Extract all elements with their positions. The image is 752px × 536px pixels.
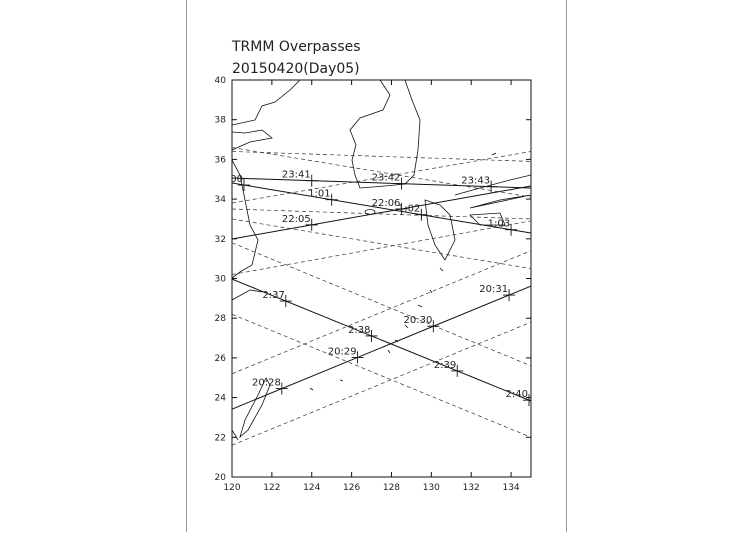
pass-marker: [275, 382, 288, 395]
x-tick-label: 132: [463, 483, 480, 493]
x-tick-label: 130: [423, 483, 440, 493]
swath-edge: [232, 147, 531, 198]
y-tick-label: 32: [215, 235, 226, 245]
pass-label: 2:37: [262, 290, 284, 301]
shikoku: [469, 212, 506, 226]
track: [232, 177, 531, 189]
pass-marker: [523, 394, 531, 407]
pass-label: 2:39: [434, 360, 456, 371]
map-title: TRMM Overpasses: [231, 39, 361, 55]
pass-marker: [395, 177, 408, 190]
china-coast-south: [232, 159, 263, 441]
x-tick-label: 124: [303, 483, 320, 493]
pass-marker: [365, 329, 378, 342]
track: [232, 278, 531, 402]
kyushu: [424, 199, 456, 261]
pass-label: 2:40: [506, 389, 528, 400]
pass-label: 1:02: [398, 204, 420, 215]
pass-label: 22:05: [282, 214, 311, 225]
y-tick-label: 28: [215, 314, 227, 324]
pass-marker: [351, 351, 364, 364]
x-tick-label: 120: [223, 483, 240, 493]
swath-edge: [232, 208, 531, 220]
swath-edge: [232, 151, 531, 162]
pass-label: 20:28: [252, 378, 281, 389]
shandong-coast: [232, 129, 273, 151]
y-tick-label: 26: [215, 354, 227, 364]
pass-label: 1:01: [308, 189, 330, 200]
pass-marker: [237, 179, 250, 192]
y-tick-label: 40: [215, 76, 227, 86]
pass-label: 23:42: [372, 173, 401, 184]
y-tick-label: 22: [215, 433, 226, 443]
x-tick-label: 134: [502, 483, 519, 493]
map-subtitle: 20150420(Day05): [232, 61, 360, 77]
pass-label: 2:38: [348, 325, 370, 336]
swath-edge: [232, 321, 531, 446]
pass-marker: [305, 218, 318, 231]
y-tick-label: 24: [215, 394, 227, 404]
track: [232, 185, 531, 240]
pass-marker: [427, 320, 440, 333]
swath-edge: [232, 151, 531, 204]
swath-edge: [232, 313, 531, 438]
pass-marker: [415, 208, 428, 221]
swath-edge: [232, 218, 531, 269]
pass-label: 20:30: [403, 315, 432, 326]
y-tick-label: 20: [215, 473, 227, 483]
y-tick-label: 36: [215, 155, 227, 165]
x-tick-label: 128: [383, 483, 400, 493]
pass-label: 20:31: [479, 284, 508, 295]
pass-marker: [503, 289, 516, 302]
pass-marker: [395, 202, 408, 215]
pass-marker: [325, 193, 338, 206]
pass-marker: [279, 295, 292, 308]
x-tick-label: 126: [343, 483, 360, 493]
swath-edge: [232, 220, 531, 275]
y-tick-label: 30: [215, 275, 227, 285]
honshu: [454, 174, 531, 209]
pass-label: 00: [230, 174, 243, 185]
track: [232, 182, 531, 234]
x-tick-label: 122: [263, 483, 280, 493]
tracks: 23:41 23:42 23:43 22:05 22:06 00 1:01 1:02 1:03 2…: [230, 147, 531, 446]
y-tick-label: 34: [215, 195, 227, 205]
pass-label: 23:41: [282, 170, 311, 181]
pass-marker: [305, 174, 318, 187]
swath-edge: [232, 242, 531, 367]
china-coast-north: [232, 80, 301, 126]
pass-label: 23:43: [461, 176, 490, 187]
pass-marker: [451, 364, 464, 377]
pass-label: 20:29: [328, 346, 357, 357]
pass-label: 1:03: [488, 219, 510, 230]
pass-marker: [505, 223, 518, 236]
swath-edge: [232, 250, 531, 375]
y-tick-label: 38: [215, 116, 227, 126]
pass-label: 22:06: [372, 198, 401, 209]
